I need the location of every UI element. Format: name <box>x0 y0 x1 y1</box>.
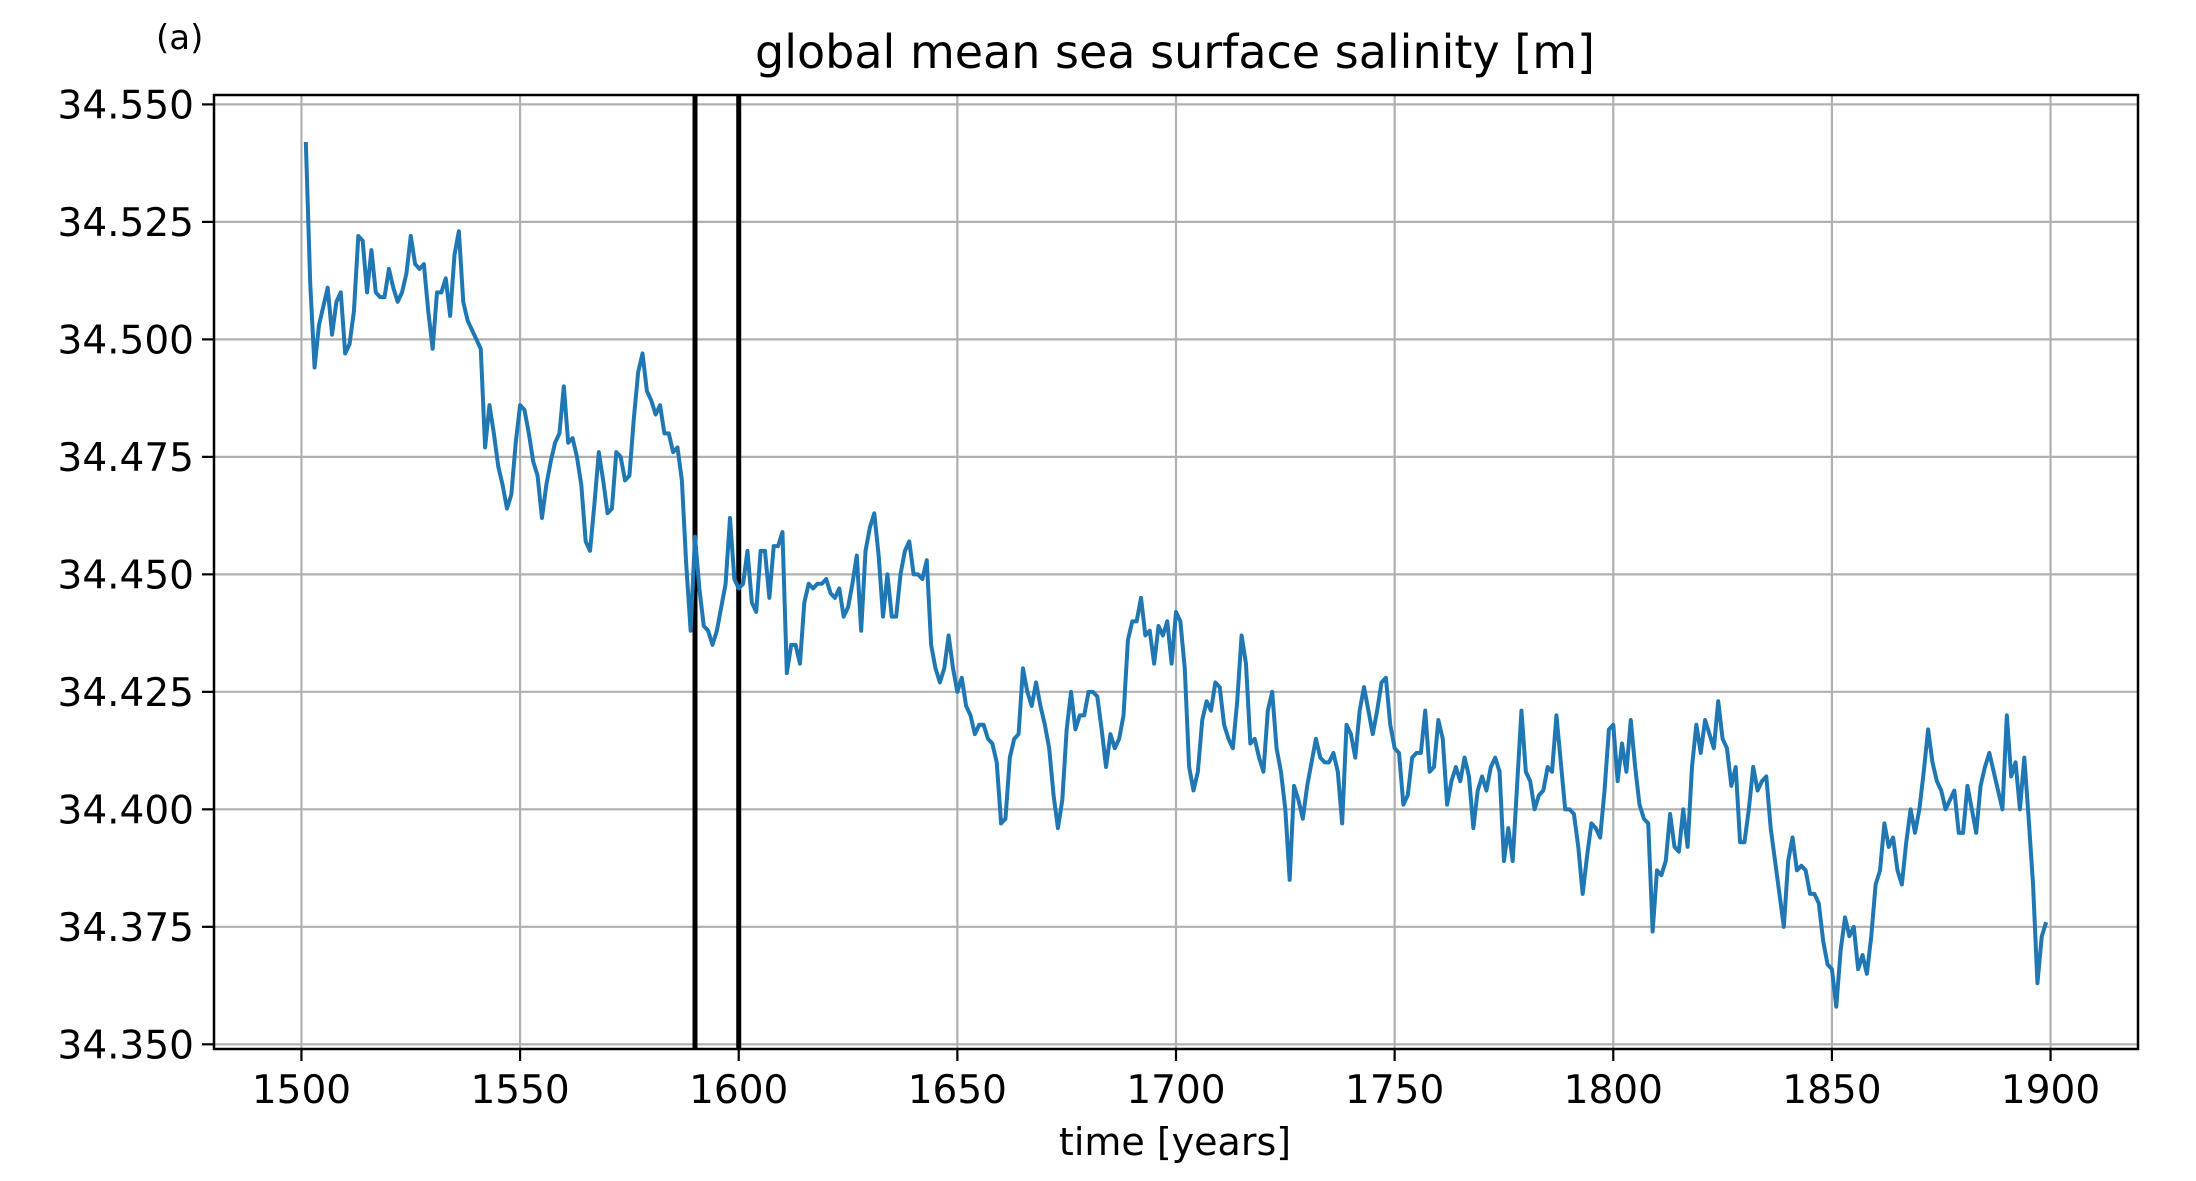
x-tick-label: 1650 <box>908 1068 1007 1113</box>
chart-title: global mean sea surface salinity [m] <box>755 25 1595 79</box>
x-tick-label: 1750 <box>1345 1068 1444 1113</box>
x-tick-label: 1500 <box>252 1068 351 1113</box>
x-tick-label: 1900 <box>2001 1068 2100 1113</box>
y-tick-label: 34.525 <box>58 201 194 246</box>
x-axis-label: time [years] <box>1059 1120 1291 1164</box>
y-tick-label: 34.375 <box>58 906 194 951</box>
y-tick-label: 34.350 <box>58 1023 194 1068</box>
y-tick-label: 34.425 <box>58 671 194 716</box>
y-tick-label: 34.550 <box>58 83 194 128</box>
panel-label: (a) <box>156 18 203 58</box>
x-axis-ticks: 1500 1550 1600 1650 1700 1750 1800 1850 1900 <box>252 1049 2100 1113</box>
x-tick-label: 1550 <box>470 1068 569 1113</box>
y-tick-label: 34.450 <box>58 553 194 598</box>
series-line <box>303 141 2049 1009</box>
y-tick-label: 34.500 <box>58 318 194 363</box>
x-tick-label: 1600 <box>689 1068 788 1113</box>
y-tick-label: 34.400 <box>58 788 194 833</box>
x-tick-label: 1800 <box>1564 1068 1663 1113</box>
grid <box>214 95 2138 1049</box>
x-tick-label: 1700 <box>1126 1068 1225 1113</box>
x-tick-label: 1850 <box>1782 1068 1881 1113</box>
y-tick-label: 34.475 <box>58 436 194 481</box>
y-axis-ticks: 34.350 34.375 34.400 34.425 34.450 34.475 34.5… <box>58 83 214 1068</box>
